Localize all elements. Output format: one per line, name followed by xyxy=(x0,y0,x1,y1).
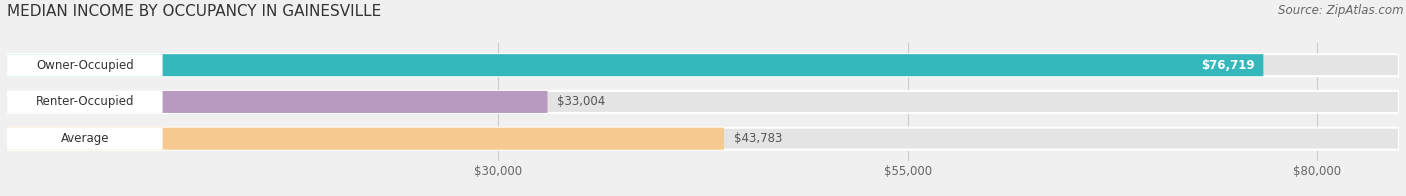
FancyBboxPatch shape xyxy=(7,91,163,113)
Text: MEDIAN INCOME BY OCCUPANCY IN GAINESVILLE: MEDIAN INCOME BY OCCUPANCY IN GAINESVILL… xyxy=(7,4,381,19)
FancyBboxPatch shape xyxy=(7,54,1399,76)
FancyBboxPatch shape xyxy=(7,128,163,150)
Text: $43,783: $43,783 xyxy=(734,132,782,145)
FancyBboxPatch shape xyxy=(7,91,547,113)
Text: Average: Average xyxy=(60,132,110,145)
FancyBboxPatch shape xyxy=(7,128,1399,150)
FancyBboxPatch shape xyxy=(7,54,1264,76)
FancyBboxPatch shape xyxy=(7,128,724,150)
FancyBboxPatch shape xyxy=(7,91,1399,113)
Text: Source: ZipAtlas.com: Source: ZipAtlas.com xyxy=(1278,4,1403,17)
Text: Renter-Occupied: Renter-Occupied xyxy=(35,95,134,108)
FancyBboxPatch shape xyxy=(7,54,163,76)
Text: Owner-Occupied: Owner-Occupied xyxy=(37,59,134,72)
Text: $76,719: $76,719 xyxy=(1202,59,1256,72)
Text: $33,004: $33,004 xyxy=(557,95,606,108)
